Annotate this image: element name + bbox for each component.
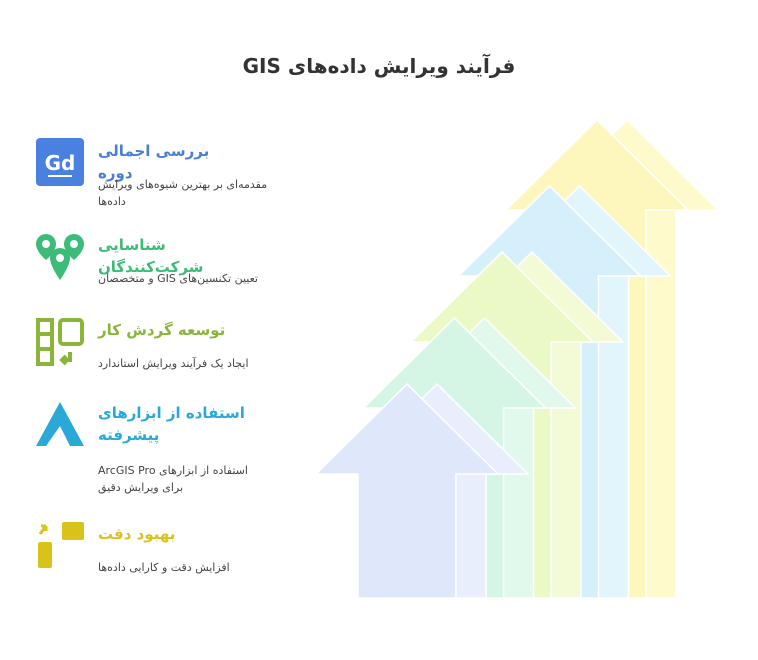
item-description: مقدمه‌ای بر بهترین شیوه‌های ویرایش داده‌ه…: [98, 176, 293, 210]
description-line: برای ویرایش دقیق: [98, 481, 184, 494]
item-title: بهبود دقت: [98, 525, 176, 543]
item-description: ایجاد یک فرآیند ویرایش استاندارد: [98, 355, 293, 372]
item-title: بررسی اجمالی دوره: [98, 142, 210, 182]
item-title: استفاده از ابزارهای پیشرفته: [98, 404, 245, 444]
description-line: استفاده از ابزارهای ArcGIS Pro: [98, 464, 248, 477]
description-line: تعیین تکنسین‌های GIS و متخصصان: [98, 272, 258, 285]
description-line: مقدمه‌ای بر بهترین شیوه‌های ویرایش: [98, 178, 268, 191]
item-description: تعیین تکنسین‌های GIS و متخصصان: [98, 270, 293, 287]
icon-overview: Gd: [36, 138, 84, 186]
arrow: [314, 382, 500, 599]
description-line: ایجاد یک فرآیند ویرایش استاندارد: [98, 357, 249, 370]
icon-accuracy: [38, 522, 84, 568]
item-description: استفاده از ابزارهای ArcGIS Pro برای ویرای…: [98, 462, 293, 496]
item-description: افزایش دقت و کارایی داده‌ها: [98, 559, 293, 576]
svg-text:Gd: Gd: [45, 151, 76, 175]
icon-workflow: [36, 318, 84, 366]
description-line: داده‌ها: [98, 195, 126, 208]
title: فرآیند ویرایش داده‌های GIS: [242, 54, 516, 78]
description-line: افزایش دقت و کارایی داده‌ها: [98, 561, 230, 574]
item-title: شناسایی شرکت‌کنندگان: [98, 236, 204, 276]
arrows: [314, 118, 720, 599]
icon-tools: [36, 402, 84, 446]
item-title: توسعه گردش کار: [98, 321, 226, 339]
icon-participants: [36, 234, 84, 280]
